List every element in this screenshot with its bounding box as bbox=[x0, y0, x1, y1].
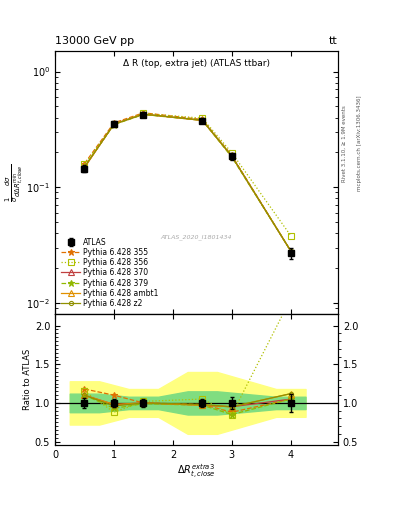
Pythia 6.428 ambt1 bbox=[112, 121, 116, 127]
Legend: ATLAS, Pythia 6.428 355, Pythia 6.428 356, Pythia 6.428 370, Pythia 6.428 379, P: ATLAS, Pythia 6.428 355, Pythia 6.428 35… bbox=[59, 236, 161, 310]
Y-axis label: Ratio to ATLAS: Ratio to ATLAS bbox=[23, 349, 32, 410]
Pythia 6.428 355 bbox=[82, 161, 87, 167]
Pythia 6.428 356 bbox=[82, 161, 87, 167]
Pythia 6.428 356 bbox=[200, 115, 205, 121]
Pythia 6.428 z2 bbox=[288, 248, 293, 254]
Pythia 6.428 370 bbox=[288, 248, 293, 254]
Text: tt: tt bbox=[329, 35, 338, 46]
Pythia 6.428 370 bbox=[82, 164, 87, 170]
Pythia 6.428 355 bbox=[288, 248, 293, 254]
Pythia 6.428 379 bbox=[200, 117, 205, 123]
Pythia 6.428 356 bbox=[230, 150, 234, 156]
Pythia 6.428 z2 bbox=[200, 117, 205, 123]
Pythia 6.428 370 bbox=[200, 117, 205, 123]
Text: Δ R (top, extra jet) (ATLAS ttbar): Δ R (top, extra jet) (ATLAS ttbar) bbox=[123, 59, 270, 68]
X-axis label: $\Delta R_{t,close}^{extra3}$: $\Delta R_{t,close}^{extra3}$ bbox=[177, 463, 216, 481]
Pythia 6.428 355 bbox=[200, 116, 205, 122]
Pythia 6.428 379 bbox=[288, 248, 293, 254]
Text: mcplots.cern.ch [arXiv:1306.3436]: mcplots.cern.ch [arXiv:1306.3436] bbox=[357, 96, 362, 191]
Pythia 6.428 ambt1 bbox=[141, 111, 146, 117]
Line: Pythia 6.428 370: Pythia 6.428 370 bbox=[82, 112, 294, 254]
Pythia 6.428 z2 bbox=[112, 121, 116, 127]
Line: Pythia 6.428 ambt1: Pythia 6.428 ambt1 bbox=[82, 112, 294, 254]
Pythia 6.428 356 bbox=[141, 110, 146, 116]
Pythia 6.428 379 bbox=[82, 164, 87, 170]
Pythia 6.428 z2 bbox=[230, 153, 234, 159]
Pythia 6.428 355 bbox=[230, 153, 234, 159]
Pythia 6.428 355 bbox=[141, 110, 146, 116]
Pythia 6.428 356 bbox=[112, 121, 116, 127]
Pythia 6.428 ambt1 bbox=[200, 117, 205, 123]
Pythia 6.428 379 bbox=[230, 154, 234, 160]
Pythia 6.428 370 bbox=[141, 111, 146, 117]
Pythia 6.428 356 bbox=[288, 233, 293, 239]
Line: Pythia 6.428 355: Pythia 6.428 355 bbox=[81, 110, 294, 254]
Pythia 6.428 370 bbox=[112, 121, 116, 127]
Pythia 6.428 355 bbox=[112, 120, 116, 126]
Pythia 6.428 379 bbox=[112, 121, 116, 127]
Pythia 6.428 z2 bbox=[82, 164, 87, 170]
Pythia 6.428 ambt1 bbox=[82, 164, 87, 170]
Line: Pythia 6.428 356: Pythia 6.428 356 bbox=[82, 111, 294, 239]
Pythia 6.428 ambt1 bbox=[288, 248, 293, 254]
Text: ATLAS_2020_I1801434: ATLAS_2020_I1801434 bbox=[161, 234, 232, 241]
Y-axis label: $\frac{1}{\sigma}\frac{d\sigma}{d\Delta R_{t,close}^{min}}$: $\frac{1}{\sigma}\frac{d\sigma}{d\Delta … bbox=[4, 163, 25, 202]
Line: Pythia 6.428 z2: Pythia 6.428 z2 bbox=[83, 112, 293, 253]
Line: Pythia 6.428 379: Pythia 6.428 379 bbox=[81, 111, 294, 254]
Pythia 6.428 ambt1 bbox=[230, 153, 234, 159]
Text: Rivet 3.1.10, ≥ 1.9M events: Rivet 3.1.10, ≥ 1.9M events bbox=[342, 105, 346, 182]
Pythia 6.428 z2 bbox=[141, 111, 146, 117]
Pythia 6.428 370 bbox=[230, 153, 234, 159]
Text: 13000 GeV pp: 13000 GeV pp bbox=[55, 35, 134, 46]
Pythia 6.428 379 bbox=[141, 112, 146, 118]
